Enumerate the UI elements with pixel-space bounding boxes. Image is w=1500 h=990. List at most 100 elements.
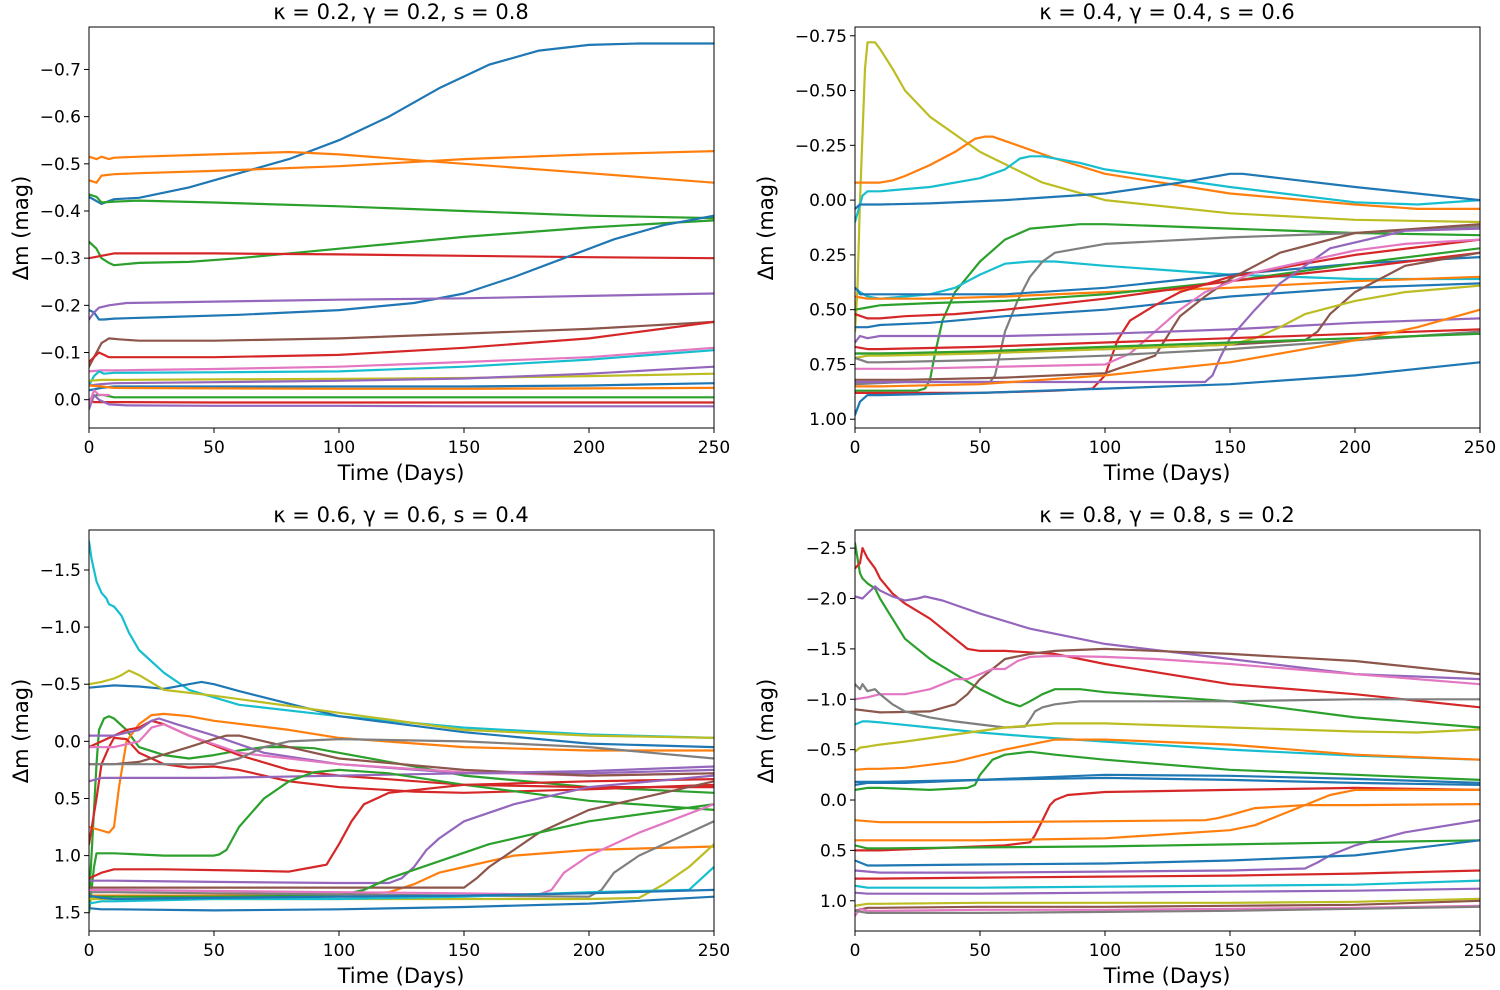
y-tick-label: 1.5 (54, 904, 81, 924)
series-line-u12 (89, 765, 714, 783)
x-axis-label: Time (Days) (337, 461, 465, 485)
series-line-u18 (89, 803, 714, 898)
series-line-s18 (89, 398, 714, 404)
y-tick-label: 1.0 (820, 892, 847, 912)
series-line-u2 (89, 680, 714, 749)
y-tick-label: 0.75 (809, 355, 847, 375)
series-line-u20 (89, 820, 714, 898)
plot-area: 0 50 100 150 200 250 −2.5 −2.0 −1.5 −1.0 −0.5 0.0 0.… (806, 529, 1496, 961)
y-tick-label: 0.5 (54, 789, 81, 809)
series-line-u13 (89, 768, 714, 914)
x-tick-label: 200 (573, 941, 605, 961)
x-tick-label: 0 (84, 941, 95, 961)
y-tick-label: −0.5 (40, 155, 81, 175)
series-line-v25 (855, 905, 1480, 915)
y-tick-label: 1.0 (54, 847, 81, 867)
series-line-u11 (89, 737, 714, 766)
y-axis-label: Δm (mag) (754, 176, 778, 281)
y-axis-label: Δm (mag) (754, 679, 778, 784)
panel-title: κ = 0.8, γ = 0.8, s = 0.2 (1039, 503, 1294, 527)
series-group (89, 42, 714, 411)
y-tick-label: −1.5 (40, 561, 81, 581)
series-line-v23 (855, 899, 1480, 912)
x-tick-label: 50 (969, 438, 991, 458)
x-tick-label: 200 (1339, 941, 1371, 961)
y-tick-label: 0.50 (809, 301, 847, 321)
series-line-s13 (89, 372, 714, 382)
series-line-t22 (855, 332, 1480, 355)
series-line-v4 (855, 647, 1480, 714)
axes-frame (88, 529, 715, 932)
series-line-t6 (855, 260, 1480, 300)
x-tick-label: 100 (323, 941, 355, 961)
y-tick-label: −0.1 (40, 344, 81, 364)
series-line-s12 (89, 349, 714, 387)
series-line-t5 (855, 223, 1480, 392)
y-tick-label: −0.2 (40, 296, 81, 316)
x-tick-label: 150 (448, 941, 480, 961)
x-tick-label: 50 (969, 941, 991, 961)
panel-title: κ = 0.2, γ = 0.2, s = 0.8 (273, 0, 528, 24)
series-line-t24 (855, 361, 1480, 416)
y-tick-label: −1.0 (806, 690, 847, 710)
series-line-u22 (89, 865, 714, 905)
series-line-v8 (855, 722, 1480, 753)
series-line-t9 (855, 282, 1480, 329)
series-line-u1 (89, 540, 714, 740)
y-tick-label: 0.5 (820, 841, 847, 861)
y-tick-label: 1.00 (809, 410, 847, 430)
series-line-v22 (855, 897, 1480, 907)
series-line-u6 (89, 736, 714, 846)
series-line-u10 (89, 734, 714, 777)
series-line-t20 (855, 330, 1480, 364)
x-tick-label: 100 (323, 438, 355, 458)
series-line-t21 (855, 328, 1480, 351)
series-line-v7 (855, 720, 1480, 761)
y-tick-label: −0.5 (40, 675, 81, 695)
y-tick-label: −0.25 (795, 136, 847, 156)
series-line-t8 (855, 256, 1480, 296)
plot-area: 0 50 100 150 200 250 −1.5 −1.0 −0.5 0.0 0.5 1.0 1.5 (40, 529, 730, 961)
y-tick-label: 0.25 (809, 246, 847, 266)
series-line-s11 (89, 346, 714, 373)
x-tick-label: 0 (850, 438, 861, 458)
series-line-t14 (855, 223, 1480, 381)
series-line-s9 (89, 320, 714, 368)
y-tick-label: −0.4 (40, 202, 81, 222)
series-line-u16 (89, 845, 714, 897)
series-line-v2 (855, 546, 1480, 709)
series-group (89, 540, 714, 914)
series-line-u23 (89, 888, 714, 901)
y-tick-label: −1.5 (806, 640, 847, 660)
series-line-s20 (89, 389, 111, 406)
series-line-v10 (855, 750, 1480, 792)
x-tick-label: 50 (203, 438, 225, 458)
series-line-t11 (855, 247, 1480, 311)
axes-frame (854, 529, 1481, 932)
series-line-t1 (855, 41, 1480, 333)
series-line-s17 (89, 393, 714, 401)
plot-area: 0 50 100 150 200 250 −0.75 −0.50 −0.25 0.00 0.25 0.… (795, 26, 1496, 458)
series-line-s14 (89, 365, 714, 387)
y-tick-label: −0.3 (40, 249, 81, 269)
x-tick-label: 150 (1214, 438, 1246, 458)
series-line-u5 (89, 712, 714, 834)
series-line-s2 (89, 150, 714, 184)
series-line-v1 (855, 541, 1480, 729)
series-line-t4 (855, 172, 1480, 210)
x-axis-label: Time (Days) (337, 964, 465, 988)
series-line-v24 (855, 904, 1480, 918)
series-line-v20 (855, 879, 1480, 889)
x-tick-label: 250 (1464, 941, 1496, 961)
panel-top-left: κ = 0.2, γ = 0.2, s = 0.8 Time (Days) Δm… (9, 0, 730, 485)
series-group (855, 541, 1480, 918)
series-line-s19 (89, 393, 714, 411)
series-line-u24 (89, 895, 714, 912)
series-line-s8 (89, 292, 714, 321)
series-line-v17 (855, 839, 1480, 850)
series-line-v14 (855, 788, 1480, 842)
x-tick-label: 150 (1214, 941, 1246, 961)
x-tick-label: 100 (1089, 438, 1121, 458)
x-tick-label: 0 (850, 941, 861, 961)
series-line-v15 (855, 802, 1480, 824)
